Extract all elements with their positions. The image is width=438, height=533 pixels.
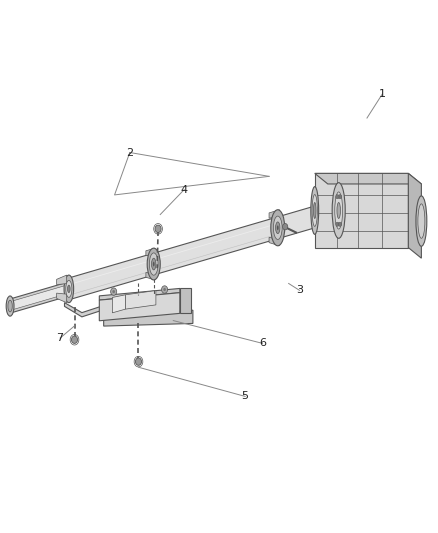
Circle shape (155, 225, 161, 232)
Polygon shape (67, 217, 280, 299)
Circle shape (113, 290, 115, 293)
Ellipse shape (332, 183, 345, 238)
Polygon shape (125, 290, 156, 309)
Polygon shape (269, 237, 279, 246)
Ellipse shape (147, 248, 160, 280)
Ellipse shape (67, 285, 70, 293)
Circle shape (135, 358, 141, 365)
Text: 6: 6 (259, 338, 266, 349)
Circle shape (163, 288, 166, 291)
Ellipse shape (416, 196, 427, 246)
Circle shape (71, 336, 78, 343)
Polygon shape (57, 293, 67, 303)
Polygon shape (269, 210, 279, 218)
Circle shape (336, 222, 339, 227)
Circle shape (336, 195, 339, 199)
Polygon shape (315, 173, 408, 248)
Polygon shape (9, 285, 70, 310)
Polygon shape (99, 293, 180, 321)
Ellipse shape (276, 222, 280, 233)
Circle shape (111, 288, 117, 295)
Ellipse shape (64, 275, 74, 303)
Circle shape (338, 195, 342, 199)
Text: 3: 3 (296, 285, 303, 295)
Polygon shape (146, 272, 155, 280)
Polygon shape (104, 310, 193, 326)
Polygon shape (276, 207, 317, 238)
Ellipse shape (277, 225, 279, 230)
Polygon shape (180, 288, 191, 313)
Circle shape (162, 286, 168, 293)
Text: 7: 7 (57, 333, 64, 343)
Polygon shape (57, 275, 67, 285)
Polygon shape (64, 303, 113, 317)
Circle shape (338, 222, 342, 227)
Ellipse shape (418, 204, 425, 238)
Ellipse shape (66, 280, 72, 297)
Ellipse shape (311, 187, 319, 235)
Text: 2: 2 (126, 148, 133, 158)
Polygon shape (315, 173, 421, 184)
Ellipse shape (273, 216, 282, 239)
Ellipse shape (335, 192, 343, 229)
Text: 4: 4 (180, 184, 188, 195)
Ellipse shape (337, 203, 340, 219)
Polygon shape (99, 288, 180, 300)
Ellipse shape (153, 262, 155, 266)
Text: 5: 5 (242, 391, 249, 401)
Ellipse shape (312, 195, 318, 227)
Polygon shape (113, 295, 125, 313)
Polygon shape (9, 282, 70, 313)
Ellipse shape (152, 258, 156, 270)
Polygon shape (408, 173, 421, 258)
Ellipse shape (149, 253, 158, 275)
Circle shape (283, 223, 288, 230)
Ellipse shape (8, 300, 12, 312)
Ellipse shape (6, 296, 14, 316)
Polygon shape (146, 248, 155, 255)
Ellipse shape (314, 203, 316, 219)
Ellipse shape (271, 210, 285, 246)
Text: 1: 1 (379, 89, 386, 99)
